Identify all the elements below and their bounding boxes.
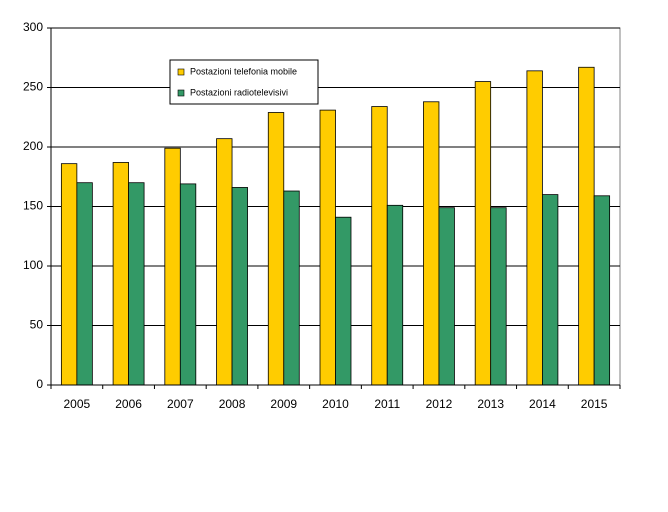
x-tick-label: 2007: [167, 397, 194, 411]
y-tick-label: 300: [23, 20, 43, 34]
legend-box: [169, 59, 319, 105]
y-tick-label: 250: [23, 80, 43, 94]
bar: [76, 182, 93, 386]
bar: [386, 204, 404, 386]
bar: [60, 163, 78, 386]
y-tick-label: 200: [23, 139, 43, 153]
x-tick-label: 2015: [581, 397, 608, 411]
bar: [164, 147, 181, 386]
legend-label: Postazioni radiotelevisivi: [190, 87, 288, 97]
bar: [371, 106, 388, 386]
bar: [283, 190, 300, 386]
bar: [542, 194, 559, 386]
x-tick-label: 2013: [477, 397, 504, 411]
y-tick-label: 150: [23, 199, 43, 213]
bar: [231, 187, 248, 386]
x-tick-label: 2005: [64, 397, 91, 411]
x-tick-label: 2009: [270, 397, 297, 411]
x-tick-label: 2011: [374, 397, 400, 411]
x-tick-label: 2008: [219, 397, 246, 411]
bar: [267, 112, 285, 386]
bar: [438, 207, 455, 386]
y-tick-label: 50: [30, 318, 44, 332]
x-tick-label: 2010: [322, 397, 349, 411]
bar: [578, 66, 595, 386]
legend-swatch: [177, 89, 185, 97]
legend: Postazioni telefonia mobile Postazioni ra…: [169, 59, 319, 105]
bar: [319, 109, 336, 386]
bar: [593, 195, 611, 386]
legend-label: Postazioni telefonia mobile: [190, 66, 297, 76]
bar: [128, 182, 145, 386]
bar: [423, 101, 440, 386]
bar: [474, 81, 492, 386]
legend-swatch: [177, 68, 185, 76]
bar: [335, 216, 352, 386]
bar: [526, 70, 543, 386]
y-tick-label: 100: [23, 258, 43, 272]
bar: [179, 183, 197, 386]
x-tick-label: 2006: [115, 397, 142, 411]
x-tick-label: 2014: [529, 397, 556, 411]
bar: [490, 207, 507, 386]
bar: [112, 162, 129, 386]
bar: [216, 138, 233, 386]
y-tick-label: 0: [36, 377, 43, 391]
x-tick-label: 2012: [426, 397, 453, 411]
